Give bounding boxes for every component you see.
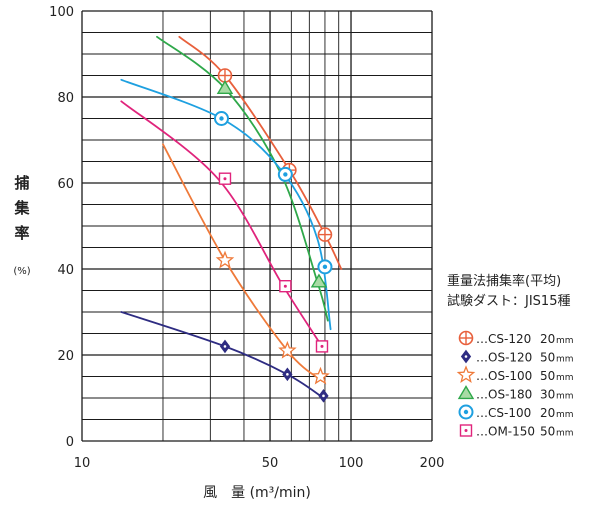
legend-label-cs-100: …CS-100 (476, 406, 531, 420)
series-line-cs-120 (178, 35, 343, 270)
legend-marker-cs-100 (458, 404, 474, 420)
legend-marker-os-100 (456, 365, 476, 383)
series-line-os-180 (156, 35, 329, 322)
grid (81, 10, 433, 442)
y-tick-label: 60 (57, 177, 74, 192)
x-axis-label: 風 量 (m³/min) (203, 485, 311, 501)
legend: 重量法捕集率(平均)試験ダスト：JIS15種…CS-120 20 mm…OS-120… (447, 273, 574, 439)
legend-unit-os-120: mm (556, 355, 574, 365)
x-tick-label: 10 (74, 456, 91, 471)
y-axis-label-char: 集 (13, 199, 30, 217)
data-point-os-100 (311, 366, 330, 385)
data-point-om-150 (218, 172, 232, 185)
y-tick-label: 100 (49, 5, 74, 20)
data-point-os-100 (215, 250, 235, 269)
legend-size-os-100: 50 (540, 369, 555, 383)
axis-labels: 捕集率 (%) 風 量 (m³/min) (13, 174, 311, 501)
legend-marker-os-180 (457, 385, 475, 400)
series-line-os-100 (162, 143, 323, 382)
data-point-cs-100 (317, 259, 333, 275)
x-tick-label: 100 (339, 456, 364, 471)
legend-size-cs-100: 20 (540, 406, 555, 420)
legend-marker-cs-120 (458, 330, 474, 346)
y-tick-label: 20 (57, 349, 74, 364)
data-point-cs-100 (277, 166, 293, 182)
legend-subtitle: 試験ダスト：JIS15種 (447, 293, 570, 309)
data-point-os-180 (216, 80, 234, 95)
data-point-cs-120 (317, 227, 333, 242)
legend-label-cs-120: …CS-120 (476, 332, 531, 346)
legend-unit-cs-100: mm (556, 410, 574, 420)
legend-label-om-150: …OM-150 (476, 425, 535, 439)
data-point-os-100 (278, 340, 297, 359)
legend-unit-cs-120: mm (556, 336, 574, 346)
axis-ticks: 0 20 40 60 80 100 10 50 100 200 (49, 5, 444, 471)
legend-size-om-150: 50 (540, 425, 555, 439)
y-axis-unit: (%) (13, 266, 30, 277)
legend-title: 重量法捕集率(平均) (447, 273, 561, 289)
series-line-os-120 (120, 311, 325, 399)
legend-marker-om-150 (459, 424, 473, 437)
y-tick-label: 0 (66, 435, 74, 450)
x-tick-label: 50 (262, 456, 279, 471)
legend-label-os-100: …OS-100 (476, 369, 532, 383)
y-tick-label: 40 (57, 263, 74, 278)
y-axis-label-char: 捕 (14, 174, 29, 192)
legend-size-os-120: 50 (540, 351, 555, 365)
legend-label-os-180: …OS-180 (476, 388, 532, 402)
legend-unit-os-180: mm (556, 392, 574, 402)
y-tick-label: 80 (57, 91, 74, 106)
data-point-om-150 (279, 280, 292, 293)
series-markers (213, 68, 333, 403)
legend-size-cs-120: 20 (540, 332, 555, 346)
legend-unit-os-100: mm (556, 373, 574, 383)
data-point-os-180 (310, 273, 328, 288)
data-point-cs-100 (213, 111, 229, 126)
data-point-om-150 (315, 340, 329, 353)
legend-marker-os-120 (460, 349, 472, 364)
legend-unit-om-150: mm (556, 429, 574, 439)
legend-size-os-180: 30 (540, 388, 555, 402)
y-axis-label-char: 率 (14, 224, 29, 242)
series-line-om-150 (120, 100, 323, 348)
data-point-os-120 (282, 367, 293, 382)
data-point-os-120 (219, 339, 231, 354)
legend-label-os-120: …OS-120 (476, 351, 532, 365)
x-tick-label: 200 (420, 456, 445, 471)
data-point-os-120 (318, 389, 329, 403)
